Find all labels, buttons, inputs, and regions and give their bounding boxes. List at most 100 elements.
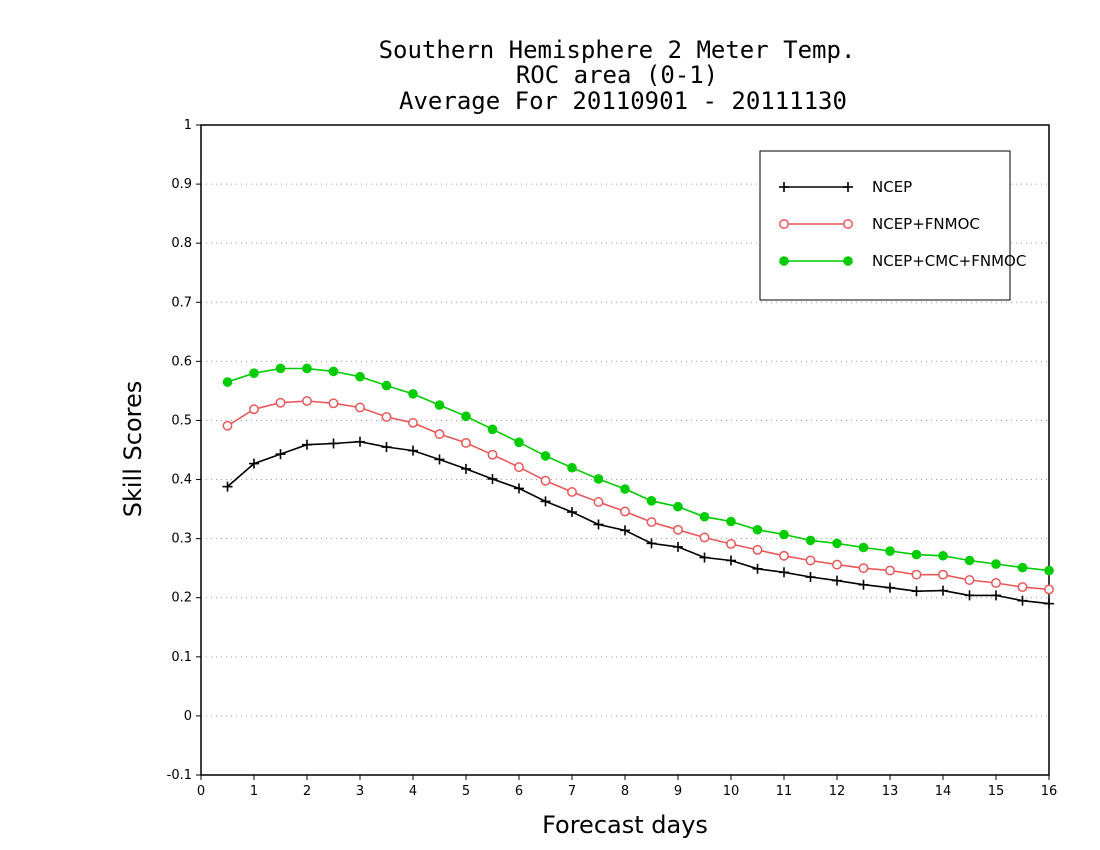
- data-point: [381, 411, 392, 422]
- data-point: [461, 437, 471, 448]
- chart-title-line-2: ROC area (0-1): [516, 61, 718, 89]
- data-point: [858, 542, 869, 553]
- data-point: [699, 552, 710, 563]
- data-point: [567, 462, 577, 473]
- y-tick-label: 0.2: [171, 591, 192, 606]
- data-point: [514, 462, 524, 473]
- x-tick-label: 2: [303, 784, 311, 799]
- data-point: [699, 511, 710, 522]
- y-tick-label: 0.4: [171, 473, 192, 488]
- data-point: [434, 454, 445, 465]
- data-point: [593, 474, 604, 484]
- data-point: [673, 541, 683, 552]
- data-point: [275, 363, 286, 374]
- x-tick-label: 10: [723, 784, 740, 799]
- data-point: [408, 389, 418, 399]
- data-point: [540, 475, 551, 486]
- data-point: [938, 585, 948, 596]
- data-point: [355, 436, 365, 447]
- data-point: [885, 565, 895, 576]
- data-point: [514, 483, 524, 494]
- x-tick-label: 12: [829, 784, 846, 799]
- data-point: [222, 420, 233, 431]
- x-tick-label: 14: [935, 784, 952, 799]
- data-point: [567, 507, 577, 518]
- data-point: [620, 506, 630, 517]
- data-point: [752, 563, 763, 574]
- series-layer: [222, 363, 1054, 609]
- data-point: [805, 555, 816, 566]
- data-point: [408, 417, 418, 428]
- series-2: [222, 363, 1054, 576]
- data-point: [832, 538, 842, 549]
- y-tick-label: -0.1: [167, 768, 192, 783]
- series-line: [227, 367, 1050, 572]
- legend-item-0: NCEP: [779, 178, 912, 196]
- data-point: [434, 400, 445, 410]
- data-point: [461, 411, 471, 422]
- data-point: [726, 539, 736, 549]
- legend-label: NCEP: [872, 178, 912, 196]
- x-tick-label: 8: [621, 784, 629, 799]
- data-point: [1044, 584, 1054, 595]
- legend-box: [759, 150, 1011, 301]
- data-point: [964, 555, 975, 566]
- data-point: [302, 396, 312, 406]
- chart-title-line-1: Southern Hemisphere 2 Meter Temp.: [379, 36, 856, 64]
- axes: -0.100.10.20.30.40.50.60.70.80.910 1 2 3 4 5 6…: [167, 118, 1058, 799]
- legend-marker: [843, 256, 853, 266]
- legend-label: NCEP+FNMOC: [872, 215, 980, 233]
- data-point: [911, 569, 922, 580]
- data-point: [991, 590, 1001, 601]
- data-point: [275, 449, 286, 460]
- data-point: [805, 535, 816, 546]
- x-tick-label: 7: [568, 784, 576, 799]
- data-point: [938, 569, 948, 580]
- data-point: [779, 567, 789, 578]
- data-point: [832, 559, 842, 570]
- data-point: [487, 449, 498, 460]
- data-point: [328, 398, 339, 409]
- legend-item-2: NCEP+CMC+FNMOC: [779, 252, 1026, 270]
- data-point: [461, 463, 471, 474]
- data-point: [885, 546, 895, 556]
- data-point: [646, 496, 657, 506]
- data-point: [355, 371, 365, 382]
- data-point: [779, 529, 789, 540]
- data-point: [1044, 598, 1054, 609]
- y-tick-label: 0.6: [171, 354, 192, 369]
- legend: NCEP NCEP+FNMOC NCEP+CMC+FNMOC: [759, 150, 1026, 301]
- data-point: [540, 451, 551, 461]
- data-point: [514, 437, 524, 448]
- data-point: [434, 429, 445, 439]
- x-axis-label: Forecast days: [542, 811, 708, 839]
- x-tick-label: 16: [1041, 784, 1058, 799]
- x-tick-label: 15: [988, 784, 1005, 799]
- data-point: [222, 481, 233, 492]
- series-1: [222, 396, 1054, 595]
- x-tick-label: 6: [515, 784, 523, 799]
- data-point: [858, 579, 869, 590]
- series-line: [226, 440, 1050, 605]
- data-point: [911, 549, 922, 560]
- data-point: [885, 582, 895, 593]
- y-tick-label: 0.3: [171, 532, 192, 547]
- data-point: [249, 458, 259, 469]
- y-tick-label: 1: [184, 118, 192, 133]
- data-point: [964, 575, 975, 585]
- data-point: [779, 550, 789, 561]
- data-point: [328, 438, 339, 449]
- data-point: [726, 516, 736, 527]
- data-point: [302, 439, 312, 450]
- data-point: [408, 445, 418, 456]
- data-point: [487, 473, 498, 484]
- legend-marker: [843, 182, 853, 192]
- plot-frame: [200, 124, 1050, 776]
- x-tick-label: 13: [882, 784, 899, 799]
- y-tick-label: 0.9: [171, 177, 192, 192]
- data-point: [487, 424, 498, 435]
- x-tick-label: 4: [409, 784, 417, 799]
- data-point: [381, 442, 392, 453]
- legend-item-1: NCEP+FNMOC: [779, 215, 980, 233]
- y-tick-label: 0.5: [171, 413, 192, 428]
